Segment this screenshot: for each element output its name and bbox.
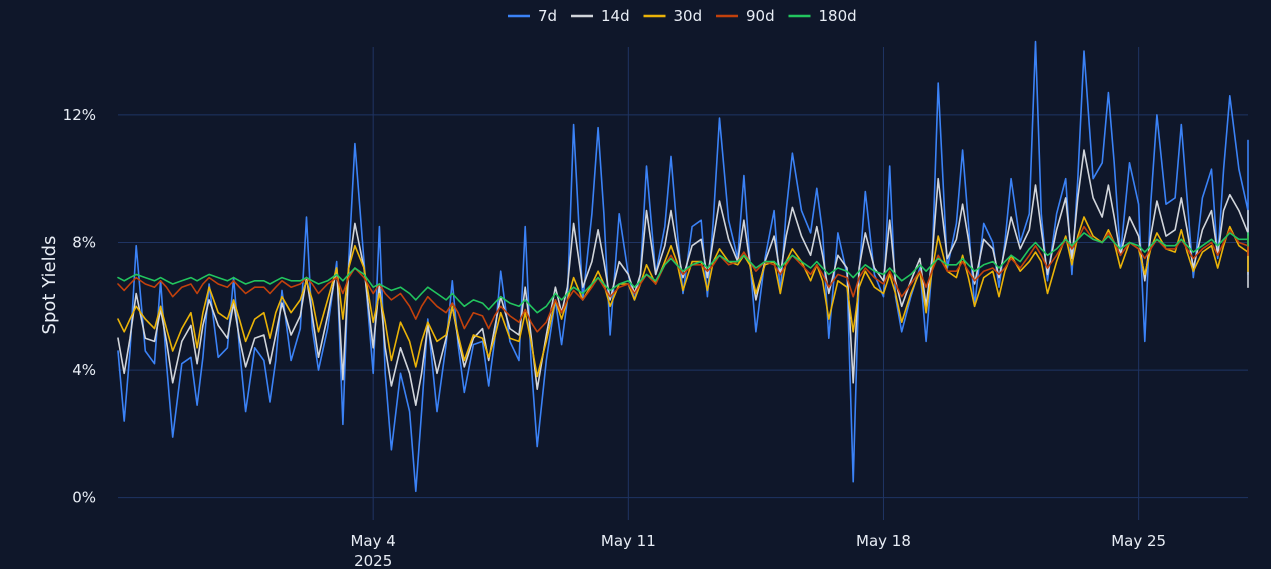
y-tick-label: 12% bbox=[63, 106, 96, 124]
series-line-180d bbox=[117, 232, 1249, 314]
x-tick-label: May 11 bbox=[601, 532, 656, 550]
series-line-7d bbox=[117, 40, 1249, 493]
gridlines bbox=[118, 47, 1248, 520]
series-lines bbox=[117, 40, 1249, 493]
series-line-14d bbox=[117, 149, 1249, 406]
legend-label-30d: 30d bbox=[674, 7, 703, 25]
x-tick-label: May 25 bbox=[1111, 532, 1166, 550]
x-tick-label: May 4 bbox=[350, 532, 395, 550]
x-tick-sublabel: 2025 bbox=[354, 552, 392, 569]
legend-label-7d: 7d bbox=[538, 7, 557, 25]
x-axis-ticks: May 4 2025 May 11 May 18 May 25 bbox=[350, 532, 1166, 569]
series-line-30d bbox=[117, 216, 1249, 378]
legend-label-14d: 14d bbox=[601, 7, 630, 25]
legend: 7d 14d 30d 90d 180d bbox=[508, 7, 857, 25]
y-axis-ticks: 0% 4% 8% 12% bbox=[63, 106, 96, 507]
legend-label-180d: 180d bbox=[819, 7, 857, 25]
y-tick-label: 4% bbox=[72, 361, 96, 379]
y-tick-label: 0% bbox=[72, 489, 96, 507]
x-tick-label: May 18 bbox=[856, 532, 911, 550]
y-axis-title: Spot Yields bbox=[39, 236, 60, 335]
legend-label-90d: 90d bbox=[746, 7, 775, 25]
y-tick-label: 8% bbox=[72, 234, 96, 252]
